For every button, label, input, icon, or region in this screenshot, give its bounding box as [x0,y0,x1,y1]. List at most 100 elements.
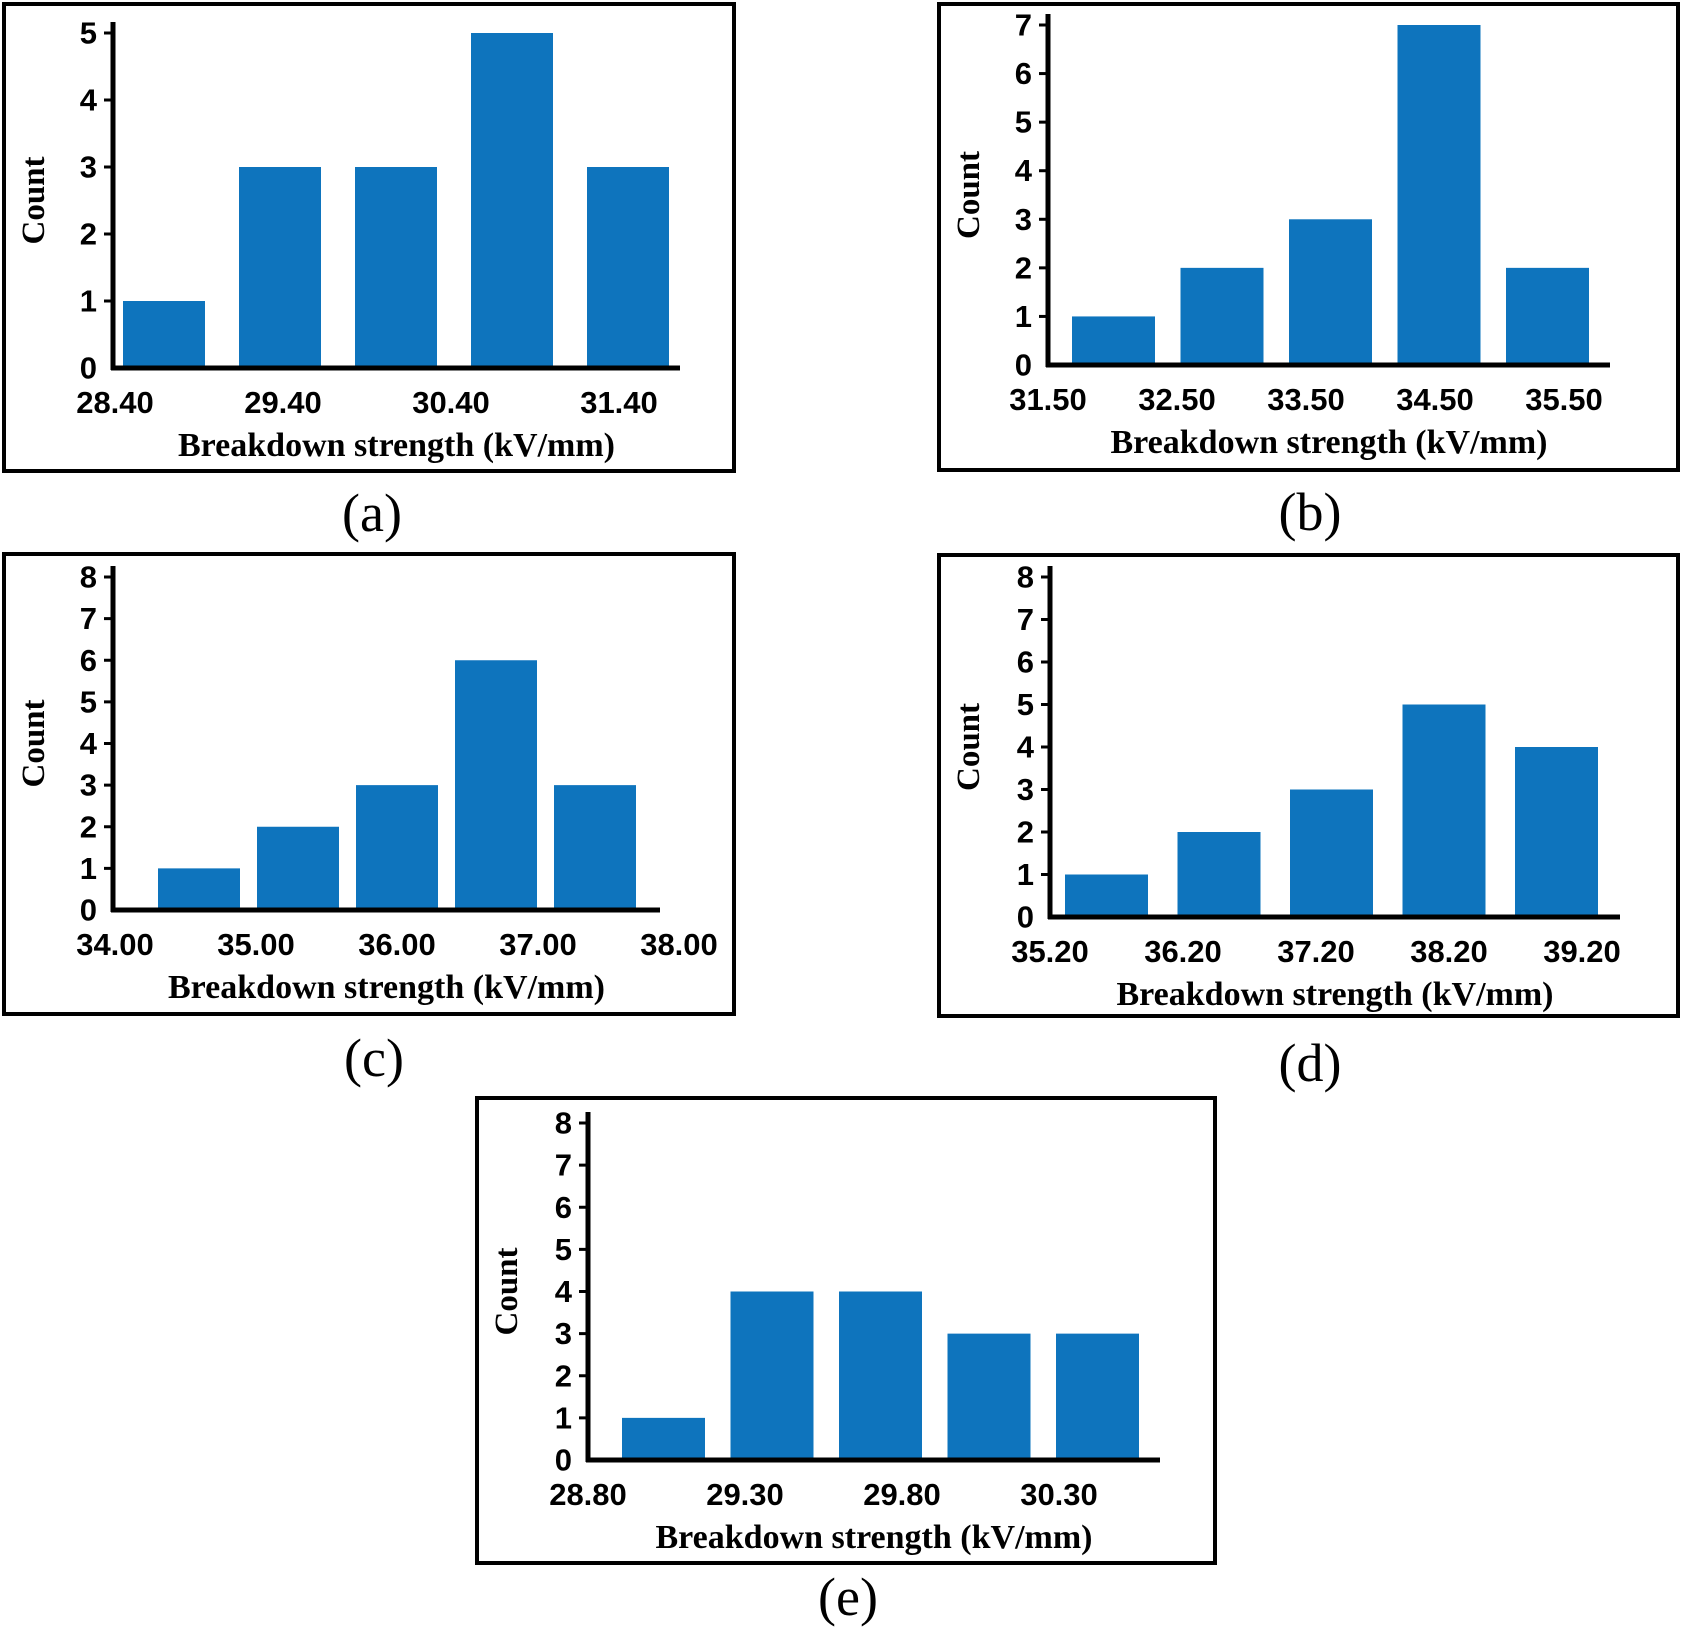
y-axis-title-a: Count [16,156,52,244]
histogram-panel-b: 0 1 2 3 4 5 6 7 31.50 32.50 33.50 34.50 35.50 Breakdo… [937,2,1680,472]
panel-border-d [937,553,1680,1018]
histogram-bar-a-5 [587,167,669,368]
y-tick-label-b-5: 5 [1015,105,1032,140]
x-tick-label-a-1: 28.40 [76,385,154,420]
x-axis-title-d: Breakdown strength (kV/mm) [1117,976,1554,1013]
x-tick-label-e-4: 30.30 [1020,1477,1098,1512]
y-tick-label-d-7: 7 [1017,602,1034,637]
histogram-bar-c-5 [554,785,636,910]
histogram-panel-a: 0 1 2 3 4 5 28.40 29.40 30.40 31.40 Breakdown stre… [2,2,736,473]
x-axis-title-a: Breakdown strength (kV/mm) [178,427,615,464]
histogram-bar-d-1 [1065,874,1148,917]
y-tick-label-e-2: 2 [555,1358,572,1393]
histogram-chart-b: 0 1 2 3 4 5 6 7 31.50 32.50 33.50 34.50 35.50 Breakdo… [937,2,1680,472]
y-tick-label-e-5: 5 [555,1232,572,1267]
y-axis-title-c: Count [16,699,52,787]
y-tick-label-c-2: 2 [80,809,97,844]
histogram-bar-d-2 [1177,832,1261,917]
y-tick-label-e-6: 6 [555,1190,572,1225]
x-tick-label-a-2: 29.40 [244,385,322,420]
y-tick-label-c-3: 3 [80,768,97,803]
figure-caption-a: (a) [342,483,402,543]
x-tick-label-b-1: 31.50 [1009,382,1087,417]
x-tick-label-a-4: 31.40 [580,385,658,420]
y-tick-label-c-5: 5 [80,684,97,719]
histogram-bar-b-4 [1397,25,1481,365]
y-tick-label-b-0: 0 [1015,348,1032,383]
figure-caption-b: (b) [1278,482,1342,542]
histogram-bar-e-3 [839,1291,922,1460]
y-tick-label-a-5: 5 [80,16,97,51]
x-tick-label-d-3: 37.20 [1277,934,1355,969]
histogram-chart-e: 0 1 2 3 4 5 6 7 8 28.80 29.30 29.80 30.30 Breakdown s… [475,1096,1217,1565]
x-tick-label-e-3: 29.80 [863,1477,941,1512]
y-tick-label-a-0: 0 [80,351,97,386]
x-tick-label-c-3: 36.00 [358,927,436,962]
histogram-bar-a-4 [471,33,553,368]
histogram-bar-c-2 [257,826,339,910]
y-tick-label-c-4: 4 [80,726,98,761]
histogram-bar-c-3 [356,785,438,910]
y-tick-label-c-0: 0 [80,893,97,928]
x-tick-label-b-3: 33.50 [1267,382,1345,417]
histogram-bar-d-4 [1402,704,1486,917]
histogram-bar-e-4 [947,1333,1031,1460]
histogram-bar-b-5 [1506,267,1589,365]
x-tick-label-d-1: 35.20 [1011,934,1089,969]
y-tick-label-a-2: 2 [80,217,97,252]
histogram-bar-a-2 [239,167,321,368]
histogram-panel-d: 0 1 2 3 4 5 6 7 8 35.20 36.20 37.20 38.20 39.20 Breakd… [937,553,1680,1018]
histogram-bar-e-2 [730,1291,814,1460]
y-axis-title-b: Count [951,151,987,239]
y-tick-label-d-5: 5 [1017,687,1034,722]
x-tick-label-e-1: 28.80 [549,1477,627,1512]
histogram-bar-e-5 [1056,1333,1139,1460]
y-tick-label-d-6: 6 [1017,645,1034,680]
y-tick-label-e-3: 3 [555,1316,572,1351]
histogram-chart-c: 0 1 2 3 4 5 6 7 8 34.00 35.00 36.00 37.00 38.00 Breakd… [2,552,736,1016]
x-tick-label-c-4: 37.00 [499,927,577,962]
y-axis-title-d: Count [951,703,987,791]
y-tick-label-e-1: 1 [555,1400,572,1435]
y-tick-label-a-3: 3 [80,150,97,185]
figure-caption-d: (d) [1278,1033,1342,1093]
x-tick-label-e-2: 29.30 [706,1477,784,1512]
y-tick-label-c-8: 8 [80,560,97,595]
y-tick-label-c-6: 6 [80,643,97,678]
histogram-bar-b-2 [1180,267,1264,365]
figure-caption-e: (e) [818,1567,878,1627]
y-tick-label-d-0: 0 [1017,900,1034,935]
y-tick-label-e-8: 8 [555,1106,572,1141]
x-tick-label-b-5: 35.50 [1525,382,1603,417]
x-tick-label-b-2: 32.50 [1138,382,1216,417]
x-axis-title-e: Breakdown strength (kV/mm) [656,1519,1093,1556]
histogram-chart-d: 0 1 2 3 4 5 6 7 8 35.20 36.20 37.20 38.20 39.20 Breakd… [937,553,1680,1018]
histogram-panel-e: 0 1 2 3 4 5 6 7 8 28.80 29.30 29.80 30.30 Breakdown s… [475,1096,1217,1565]
y-tick-label-e-0: 0 [555,1443,572,1478]
histogram-bar-c-1 [158,868,240,910]
histogram-bar-a-1 [123,301,205,368]
x-tick-label-b-4: 34.50 [1396,382,1474,417]
panel-border-c [2,552,736,1016]
histogram-panel-c: 0 1 2 3 4 5 6 7 8 34.00 35.00 36.00 37.00 38.00 Breakd… [2,552,736,1016]
x-tick-label-c-5: 38.00 [640,927,718,962]
y-tick-label-b-1: 1 [1015,299,1032,334]
x-tick-label-d-4: 38.20 [1410,934,1488,969]
y-tick-label-a-1: 1 [80,284,97,319]
y-tick-label-c-1: 1 [80,851,97,886]
histogram-bar-b-1 [1072,316,1155,365]
panel-border-a [2,2,736,473]
x-axis-title-c: Breakdown strength (kV/mm) [168,969,605,1006]
y-tick-label-d-1: 1 [1017,857,1034,892]
y-tick-label-d-2: 2 [1017,815,1034,850]
panel-border-b [937,2,1680,472]
y-tick-label-b-7: 7 [1015,8,1032,43]
x-tick-label-d-5: 39.20 [1543,934,1621,969]
y-tick-label-d-4: 4 [1017,730,1035,765]
histogram-bar-a-3 [355,167,437,368]
y-tick-label-a-4: 4 [80,83,98,118]
x-tick-label-a-3: 30.40 [412,385,490,420]
panel-border-e [475,1096,1217,1565]
x-tick-label-c-2: 35.00 [217,927,295,962]
